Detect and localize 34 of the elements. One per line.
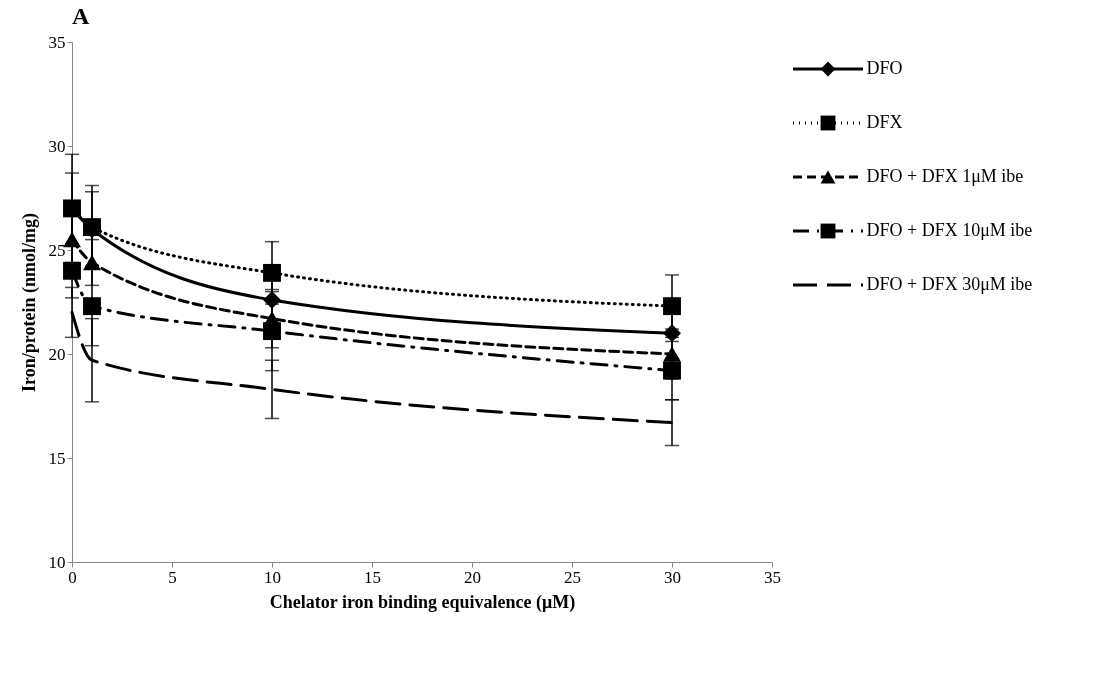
- x-tick-label: 20: [464, 567, 481, 587]
- y-tick-label: 20: [48, 344, 66, 364]
- point: [263, 322, 281, 341]
- point: [83, 297, 101, 316]
- point: [63, 199, 81, 218]
- x-tick-label: 5: [168, 567, 177, 587]
- legend-label: DFO + DFX 10μM ibe: [866, 220, 1033, 240]
- y-tick-label: 10: [48, 552, 66, 572]
- point: [63, 261, 81, 280]
- point: [663, 361, 681, 380]
- y-tick-label: 25: [48, 240, 66, 260]
- legend-label: DFO + DFX 30μM ibe: [866, 274, 1033, 294]
- x-tick-label: 10: [264, 567, 281, 587]
- point: [83, 254, 101, 271]
- x-tick-label: 0: [68, 567, 77, 587]
- y-tick-label: 35: [48, 32, 66, 52]
- point: [663, 297, 681, 316]
- chart-title: A: [72, 3, 90, 29]
- x-tick-label: 35: [764, 567, 781, 587]
- legend-label: DFO + DFX 1μM ibe: [866, 166, 1024, 186]
- y-tick-label: 30: [48, 136, 66, 156]
- point: [63, 231, 81, 248]
- point: [663, 324, 681, 343]
- x-tick-label: 25: [564, 567, 581, 587]
- x-tick-label: 30: [664, 567, 681, 587]
- y-axis-title: Iron/protein (nmol/mg): [18, 213, 40, 392]
- x-axis-title: Chelator iron binding equivalence (μM): [269, 591, 576, 613]
- legend-label: DFX: [866, 112, 903, 132]
- point: [263, 290, 281, 309]
- point: [663, 346, 681, 362]
- legend-label: DFO: [866, 58, 903, 78]
- x-tick-label: 15: [364, 567, 381, 587]
- y-tick-label: 15: [48, 448, 66, 468]
- point: [263, 263, 281, 282]
